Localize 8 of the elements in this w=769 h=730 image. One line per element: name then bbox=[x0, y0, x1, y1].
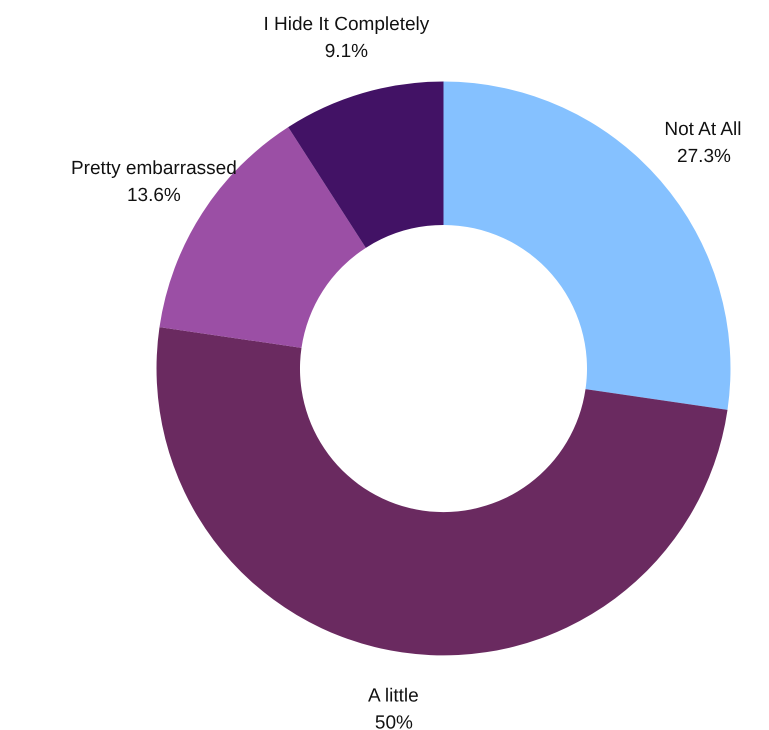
data-label: 50% bbox=[374, 712, 414, 730]
slice-label: Not At All bbox=[664, 119, 742, 140]
data-label: 9.1% bbox=[324, 41, 368, 62]
data-label: 13.6% bbox=[126, 185, 181, 206]
slice-label: A little bbox=[368, 685, 419, 706]
slice-label: Pretty embarrassed bbox=[70, 158, 237, 180]
slice-label: I Hide It Completely bbox=[263, 14, 430, 36]
data-label: 27.3% bbox=[677, 146, 732, 168]
